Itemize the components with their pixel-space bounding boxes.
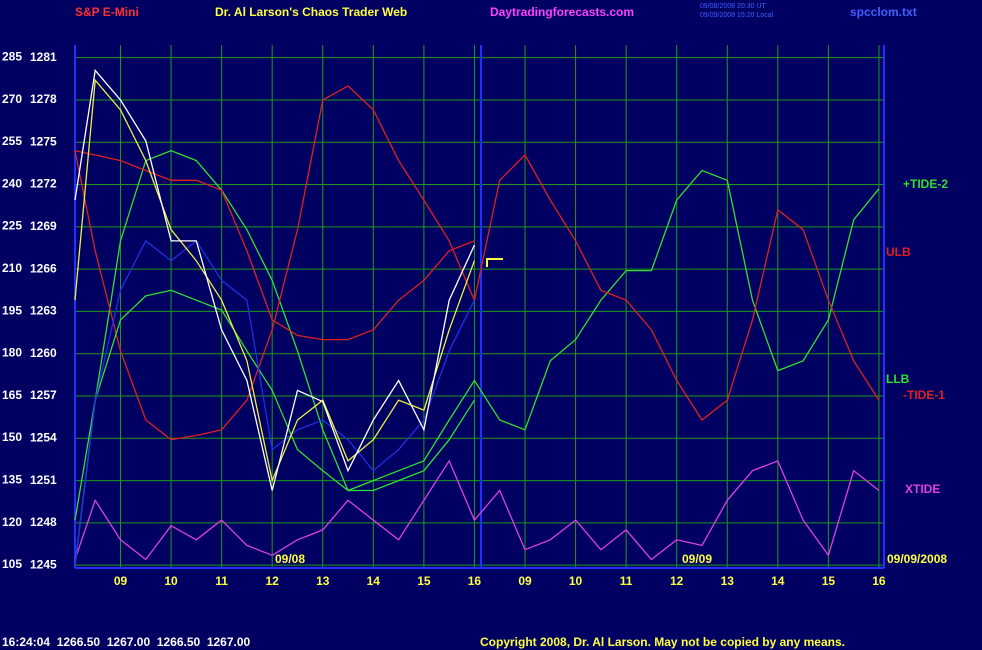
site: Daytradingforecasts.com <box>490 5 634 19</box>
y2-tick-label: 150 <box>2 430 22 444</box>
series-label: -TIDE-1 <box>903 388 945 402</box>
y2-tick-label: 120 <box>2 515 22 529</box>
x-tick-label: 09 <box>114 574 128 588</box>
annotation: 09/09 <box>682 552 712 566</box>
x-tick-label: 12 <box>670 574 684 588</box>
y-tick-label: 1260 <box>30 346 57 360</box>
y-tick-label: 1245 <box>30 557 57 571</box>
x-tick-label: 13 <box>721 574 735 588</box>
series-label: LLB <box>886 372 910 386</box>
y2-tick-label: 285 <box>2 50 22 64</box>
x-tick-label: 10 <box>569 574 583 588</box>
y-tick-label: 1269 <box>30 219 57 233</box>
y2-tick-label: 270 <box>2 92 22 106</box>
series-label: +TIDE-2 <box>903 177 948 191</box>
y-tick-label: 1275 <box>30 134 57 148</box>
y-tick-label: 1254 <box>30 430 57 444</box>
x-tick-label: 16 <box>872 574 886 588</box>
series-line <box>74 150 880 566</box>
annotation: 09/08 <box>275 552 305 566</box>
x-tick-label: 11 <box>215 574 228 588</box>
y-tick-label: 1281 <box>30 50 57 64</box>
y-tick-label: 1263 <box>30 304 57 318</box>
x-tick-label: 16 <box>468 574 482 588</box>
series-line <box>74 459 880 561</box>
series-line <box>74 239 475 566</box>
y-tick-label: 1266 <box>30 261 57 275</box>
y2-tick-label: 165 <box>2 388 22 402</box>
y-tick-label: 1272 <box>30 177 57 191</box>
y-tick-label: 1278 <box>30 92 57 106</box>
series-line <box>74 78 476 483</box>
y-tick-label: 1248 <box>30 515 57 529</box>
copyright: Copyright 2008, Dr. Al Larson. May not b… <box>480 635 845 649</box>
x-tick-label: 09 <box>518 574 532 588</box>
y2-tick-label: 240 <box>2 176 22 190</box>
chart-title: Dr. Al Larson's Chaos Trader Web <box>215 5 407 19</box>
quote: 16:24:04 1266.50 1267.00 1266.50 1267.00 <box>2 635 251 649</box>
x-tick-label: 14 <box>771 574 785 588</box>
series-line <box>74 68 475 491</box>
x-tick-label: 12 <box>266 574 280 588</box>
y2-tick-label: 210 <box>2 261 22 275</box>
timestamp: 09/09/2008 15:20 Local <box>700 12 774 19</box>
x-tick-label: 10 <box>164 574 178 588</box>
y-tick-label: 1257 <box>30 388 57 402</box>
series-label: XTIDE <box>905 482 940 496</box>
annotation: 09/09/2008 <box>887 552 947 566</box>
x-tick-label: 11 <box>620 574 633 588</box>
marker <box>486 258 503 267</box>
series-line <box>74 289 475 521</box>
y2-tick-label: 105 <box>2 557 22 571</box>
x-tick-label: 15 <box>417 574 431 588</box>
y2-tick-label: 135 <box>2 472 22 486</box>
series-label: ULB <box>886 245 911 259</box>
x-tick-label: 15 <box>822 574 836 588</box>
y2-tick-label: 255 <box>2 134 22 148</box>
x-tick-label: 14 <box>367 574 381 588</box>
x-tick-label: 13 <box>316 574 330 588</box>
timestamp: 09/08/2008 20:30 UT <box>700 3 766 10</box>
y2-tick-label: 180 <box>2 346 22 360</box>
y2-tick-label: 195 <box>2 303 22 317</box>
y2-tick-label: 225 <box>2 219 22 233</box>
file-name: spcclom.txt <box>850 5 917 19</box>
y-tick-label: 1251 <box>30 473 57 487</box>
symbol: S&P E-Mini <box>75 5 139 19</box>
series-line <box>74 150 475 341</box>
